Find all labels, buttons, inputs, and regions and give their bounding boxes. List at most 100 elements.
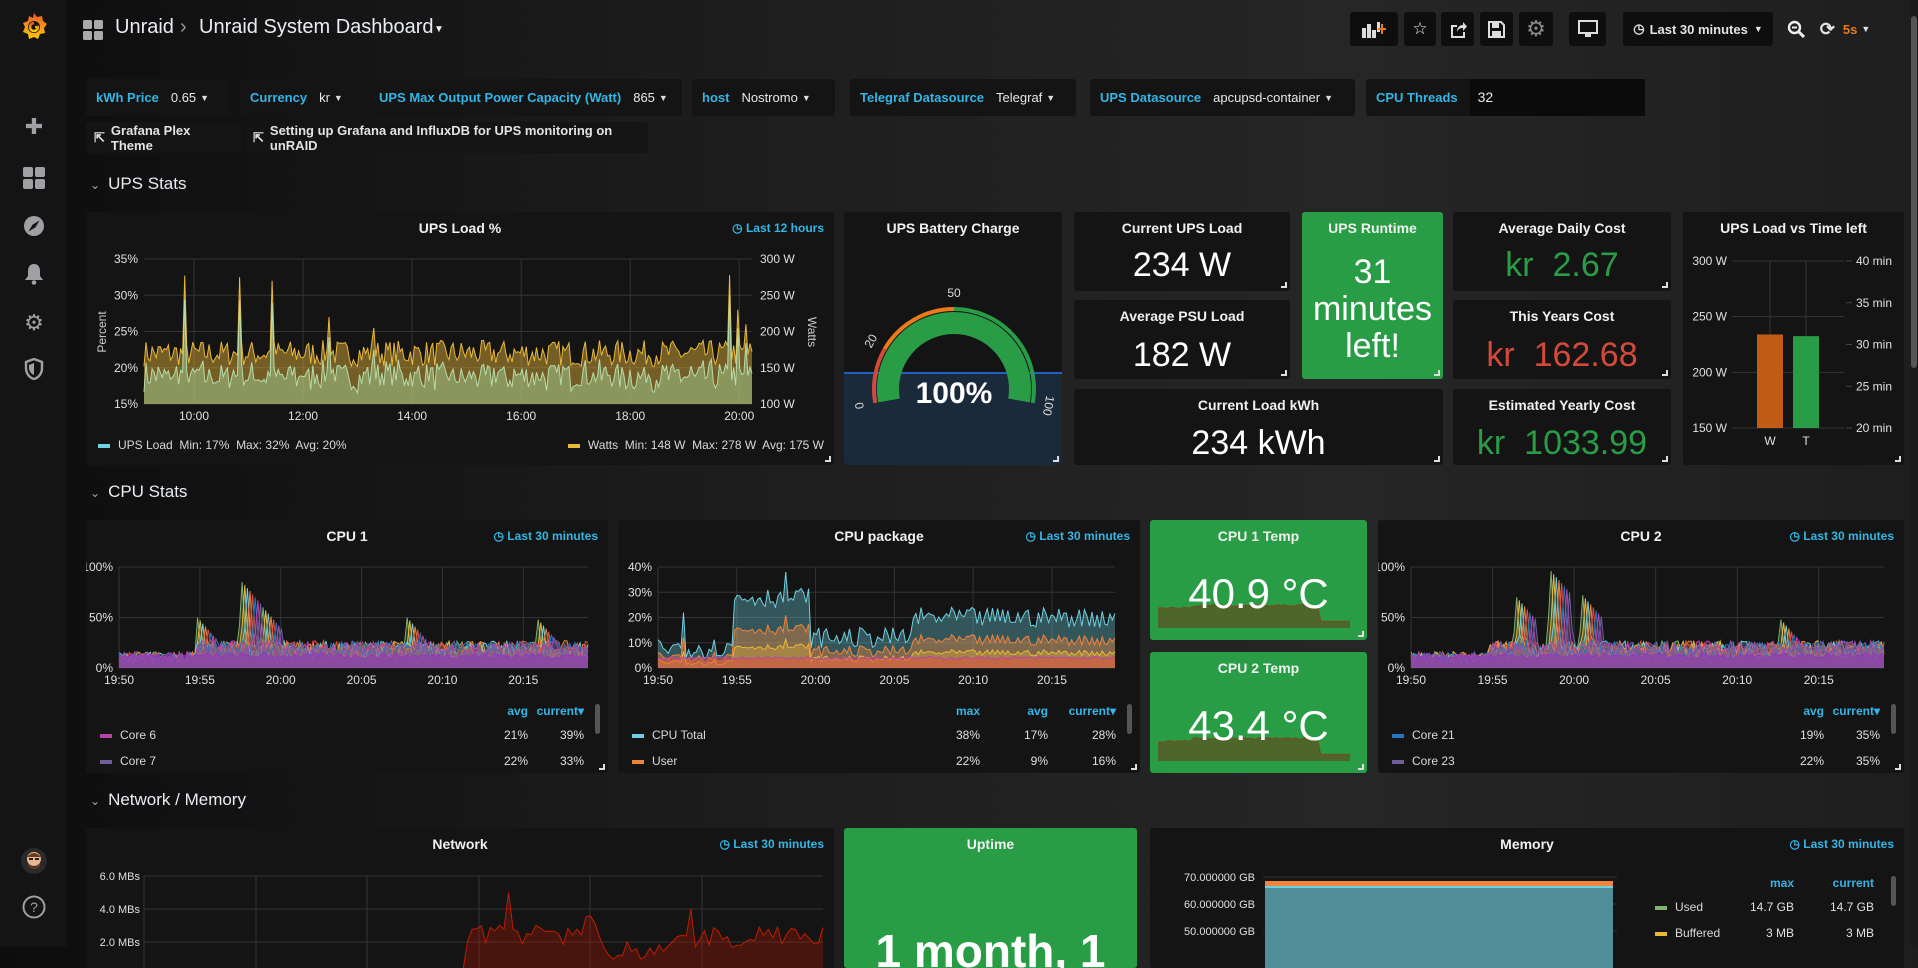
- legend-column-header[interactable]: avg: [1027, 704, 1048, 718]
- panel-this-years-cost[interactable]: This Years Cost kr 162.68: [1453, 300, 1671, 379]
- panel-title[interactable]: Average Daily Cost: [1453, 220, 1671, 236]
- resize-handle[interactable]: [1895, 764, 1901, 770]
- resize-handle[interactable]: [1895, 456, 1901, 462]
- legend-item[interactable]: Core 21: [1392, 728, 1455, 742]
- breadcrumb-folder[interactable]: Unraid: [115, 16, 174, 39]
- panel-title[interactable]: This Years Cost: [1453, 308, 1671, 324]
- compass-icon[interactable]: [17, 209, 51, 243]
- legend-scrollbar[interactable]: [1127, 704, 1132, 734]
- grid-icon[interactable]: [17, 161, 51, 195]
- legend-item[interactable]: Used: [1655, 900, 1703, 914]
- resize-handle[interactable]: [1131, 764, 1137, 770]
- variable-value[interactable]: 865: [633, 90, 655, 105]
- add-panel-button[interactable]: [1350, 12, 1398, 46]
- panel-title[interactable]: UPS Runtime: [1302, 220, 1443, 236]
- panel-title[interactable]: Uptime: [844, 836, 1137, 852]
- panel-cpu2[interactable]: CPU 2 ◷ Last 30 minutes 0%50%100%19:5019…: [1378, 520, 1904, 773]
- legend-item[interactable]: Core 6: [100, 728, 156, 742]
- cpu-threads-input[interactable]: 32: [1470, 79, 1645, 116]
- legend-column-header[interactable]: current▾: [1833, 704, 1880, 718]
- help-icon[interactable]: ?: [17, 890, 51, 924]
- resize-handle[interactable]: [1662, 456, 1668, 462]
- resize-handle[interactable]: [1358, 764, 1364, 770]
- resize-handle[interactable]: [1434, 456, 1440, 462]
- panel-cpu2-temp[interactable]: CPU 2 Temp 43.4 °C: [1150, 652, 1367, 773]
- star-button[interactable]: ☆: [1404, 12, 1436, 46]
- plus-icon[interactable]: ✚: [17, 110, 51, 144]
- legend-item-ups-load[interactable]: UPS Load Min: 17% Max: 32% Avg: 20%: [98, 438, 347, 452]
- variable-value[interactable]: Nostromo: [741, 90, 797, 105]
- tv-mode-button[interactable]: [1569, 12, 1606, 46]
- legend-column-header[interactable]: current▾: [537, 704, 584, 718]
- panel-average-psu-load[interactable]: Average PSU Load 182 W: [1074, 300, 1290, 379]
- resize-handle[interactable]: [599, 764, 605, 770]
- panel-current-load-kwh[interactable]: Current Load kWh 234 kWh: [1074, 389, 1443, 465]
- variable-value[interactable]: apcupsd-container: [1213, 90, 1320, 105]
- legend-item[interactable]: User: [632, 754, 677, 768]
- scrollbar-thumb[interactable]: [1911, 16, 1917, 368]
- legend-item[interactable]: Core 7: [100, 754, 156, 768]
- legend-column-header[interactable]: current▾: [1069, 704, 1116, 718]
- resize-handle[interactable]: [825, 456, 831, 462]
- panel-title[interactable]: Current UPS Load: [1074, 220, 1290, 236]
- legend-item[interactable]: CPU Total: [632, 728, 706, 742]
- resize-handle[interactable]: [1053, 456, 1059, 462]
- legend-item[interactable]: Core 23: [1392, 754, 1455, 768]
- bell-icon[interactable]: [17, 257, 51, 291]
- legend-column-header[interactable]: max: [956, 704, 980, 718]
- link-setting-up-grafana[interactable]: ⇱Setting up Grafana and InfluxDB for UPS…: [245, 122, 648, 153]
- refresh-interval[interactable]: 5s: [1843, 22, 1857, 37]
- grafana-logo-icon[interactable]: [17, 10, 51, 44]
- row-header-cpu-stats[interactable]: ⌄CPU Stats: [90, 482, 187, 502]
- row-header-ups-stats[interactable]: ⌄UPS Stats: [90, 174, 186, 194]
- legend-column-header[interactable]: avg: [1803, 704, 1824, 718]
- panel-cpu-package[interactable]: CPU package ◷ Last 30 minutes 0%10%20%30…: [618, 520, 1140, 773]
- panel-average-daily-cost[interactable]: Average Daily Cost kr 2.67: [1453, 212, 1671, 291]
- panel-ups-runtime[interactable]: UPS Runtime 31 minutes left!: [1302, 212, 1443, 379]
- chevron-down-icon[interactable]: ▼: [434, 24, 444, 35]
- variable-ups-max-output[interactable]: UPS Max Output Power Capacity (Watt)865▼: [369, 79, 682, 116]
- resize-handle[interactable]: [1281, 370, 1287, 376]
- panel-title[interactable]: Average PSU Load: [1074, 308, 1290, 324]
- legend-scrollbar[interactable]: [1891, 704, 1896, 734]
- link-grafana-plex-theme[interactable]: ⇱Grafana Plex Theme: [86, 122, 241, 153]
- legend-scrollbar[interactable]: [595, 704, 600, 734]
- legend-scrollbar[interactable]: [1891, 876, 1896, 906]
- resize-handle[interactable]: [1281, 282, 1287, 288]
- legend-column-header[interactable]: current: [1833, 876, 1874, 890]
- variable-value[interactable]: 0.65: [171, 90, 196, 105]
- legend-item[interactable]: Buffered: [1655, 926, 1720, 940]
- shield-icon[interactable]: [17, 352, 51, 386]
- settings-gear-button[interactable]: ⚙: [1519, 12, 1553, 46]
- variable-value[interactable]: kr: [319, 90, 330, 105]
- gear-icon[interactable]: ⚙: [17, 306, 51, 340]
- panel-title[interactable]: Current Load kWh: [1074, 397, 1443, 413]
- save-button[interactable]: [1480, 12, 1513, 46]
- zoom-out-button[interactable]: [1782, 12, 1810, 46]
- legend-column-header[interactable]: max: [1770, 876, 1794, 890]
- panel-title[interactable]: Estimated Yearly Cost: [1453, 397, 1671, 413]
- resize-handle[interactable]: [1662, 282, 1668, 288]
- variable-value[interactable]: Telegraf: [996, 90, 1042, 105]
- resize-handle[interactable]: [1662, 370, 1668, 376]
- panel-cpu1-temp[interactable]: CPU 1 Temp 40.9 °C: [1150, 520, 1367, 640]
- share-button[interactable]: [1441, 12, 1474, 46]
- row-header-network-memory[interactable]: ⌄Network / Memory: [90, 790, 246, 810]
- panel-uptime[interactable]: Uptime 1 month, 1: [844, 828, 1137, 968]
- time-picker-button[interactable]: ◷Last 30 minutes▼: [1623, 12, 1773, 46]
